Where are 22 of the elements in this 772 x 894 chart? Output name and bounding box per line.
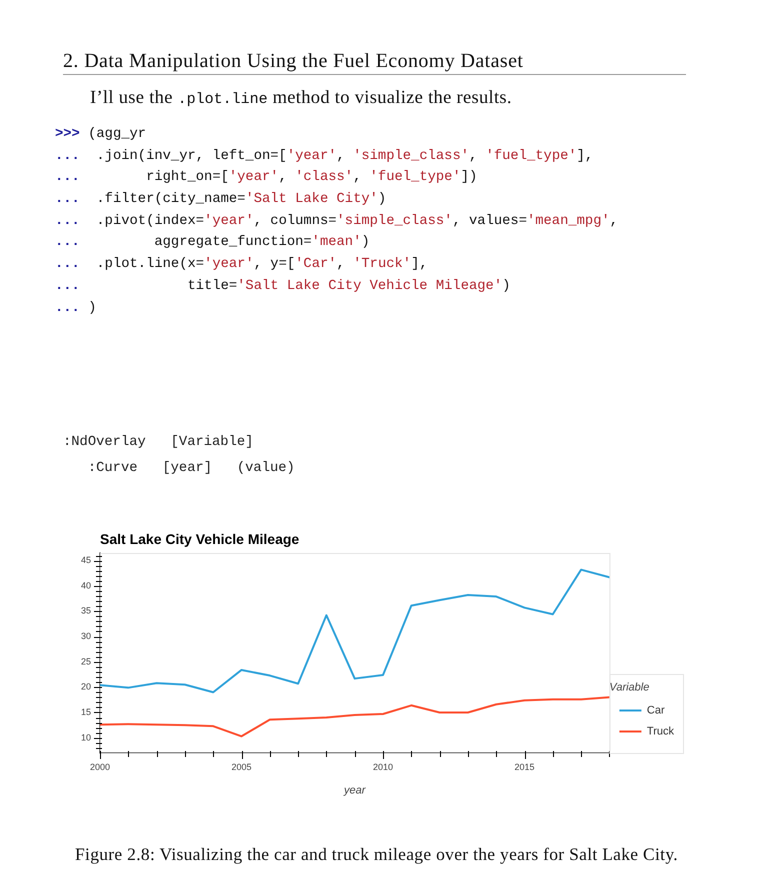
x-tick-label: 2010 [372,762,394,772]
legend-title: Variable [609,681,650,694]
text: I’ll use the .plot.line method to visualize the results. [90,88,512,108]
y-tick-label: 25 [80,656,92,666]
y-tick-label: 30 [80,631,92,642]
y-tick-label: 35 [80,606,92,616]
text: >>> (agg_yr ... .join(inv_yr, left_on=['year', 'simple_class', 'fuel_type'], ... right_on=['year', 'class', 'fuel_type']) ... .filter(city_name='Salt Lake City') ... .pivot(index='year', columns='simple_class', values='mean_mpg', ... aggregate_function='mean') ... .plot.line(x='year', y=['Car', 'Truck'], ... title='Salt Lake City Vehicle Mileage') ... ) [55,127,618,316]
y-tick-label: 15 [80,706,92,717]
x-axis-title: year [343,784,367,796]
caption: Figure 2.8: Visualizing the car and truck mileage over the years for Salt Lake City. [75,843,678,865]
legend-label: Car [646,704,665,717]
y-tick-label: 20 [80,682,92,692]
text: 2. Data Manipulation Using the Fuel Economy Dataset [63,50,686,75]
x-tick-label: 2015 [514,762,535,772]
x-tick-label: 2005 [231,762,252,772]
x-tick-label: 2000 [90,762,110,772]
text: :NdOverlay [Variable] :Curve [year] (value) [63,434,295,478]
y-tick-label: 10 [80,732,92,742]
chart-title: Salt Lake City Vehicle Mileage [100,530,300,547]
y-tick-label: 45 [80,555,92,566]
y-tick-label: 40 [80,580,92,590]
legend-label: Truck [646,726,674,738]
